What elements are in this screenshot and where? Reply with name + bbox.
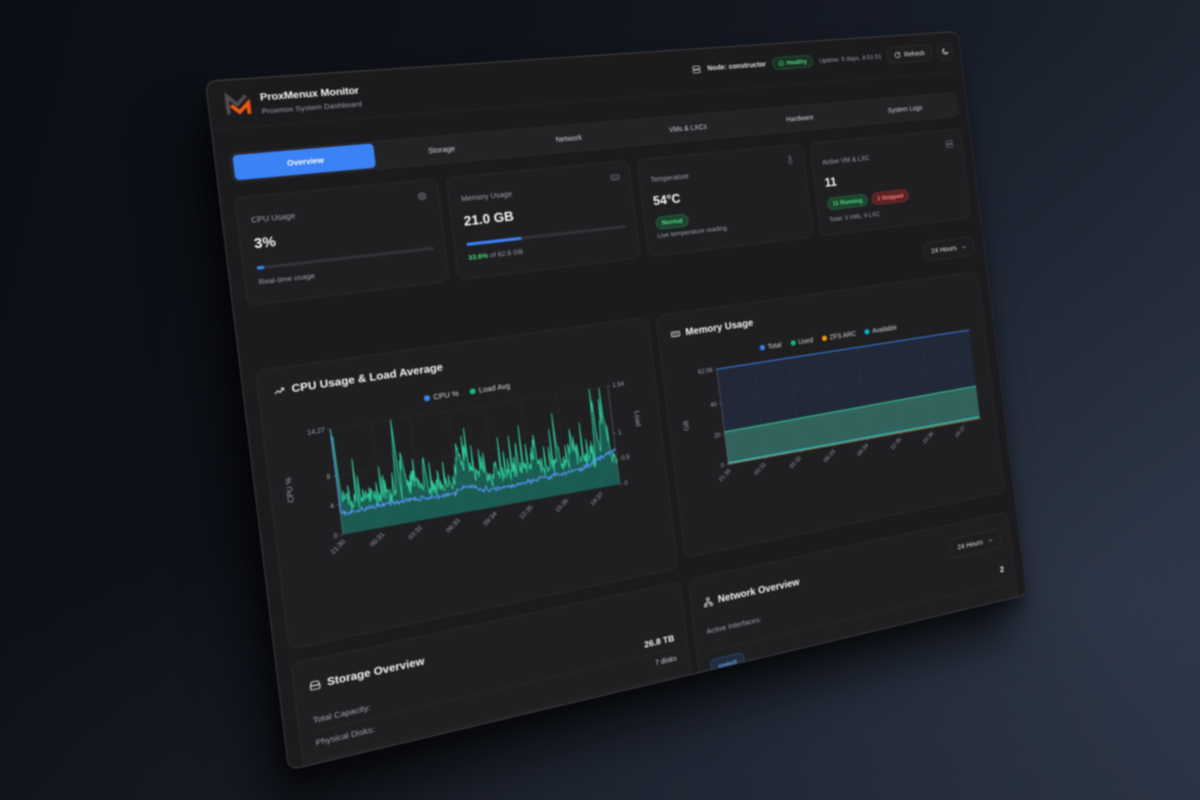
svg-text:00:31: 00:31 — [368, 531, 386, 549]
svg-text:03:32: 03:32 — [406, 524, 424, 542]
svg-text:21:30: 21:30 — [328, 538, 347, 556]
svg-text:8: 8 — [326, 472, 331, 481]
svg-text:00:31: 00:31 — [753, 461, 768, 477]
svg-text:03:32: 03:32 — [788, 454, 803, 470]
svg-text:15:36: 15:36 — [921, 430, 935, 445]
svg-text:12:35: 12:35 — [517, 503, 534, 520]
svg-text:06:33: 06:33 — [444, 517, 462, 534]
svg-text:09:34: 09:34 — [856, 442, 870, 457]
svg-text:12:35: 12:35 — [889, 436, 903, 451]
svg-text:06:33: 06:33 — [822, 448, 836, 464]
svg-text:CPU %: CPU % — [283, 476, 296, 503]
svg-text:15:36: 15:36 — [553, 497, 570, 514]
svg-text:62.56: 62.56 — [698, 366, 713, 376]
svg-text:GB: GB — [681, 420, 690, 432]
svg-text:20: 20 — [714, 431, 721, 439]
svg-text:18:37: 18:37 — [588, 490, 604, 507]
svg-text:1: 1 — [618, 428, 622, 436]
svg-text:0: 0 — [721, 461, 725, 469]
svg-text:09:34: 09:34 — [481, 510, 498, 527]
svg-text:Load: Load — [633, 410, 643, 427]
svg-text:4: 4 — [330, 502, 335, 511]
svg-text:18:37: 18:37 — [953, 424, 966, 439]
svg-text:0.5: 0.5 — [621, 453, 630, 462]
svg-text:0: 0 — [333, 531, 338, 540]
svg-text:40: 40 — [710, 400, 717, 408]
svg-text:0: 0 — [624, 479, 628, 487]
svg-text:21:30: 21:30 — [717, 467, 732, 483]
svg-text:1.94: 1.94 — [612, 380, 625, 389]
svg-text:14.27: 14.27 — [307, 426, 326, 437]
